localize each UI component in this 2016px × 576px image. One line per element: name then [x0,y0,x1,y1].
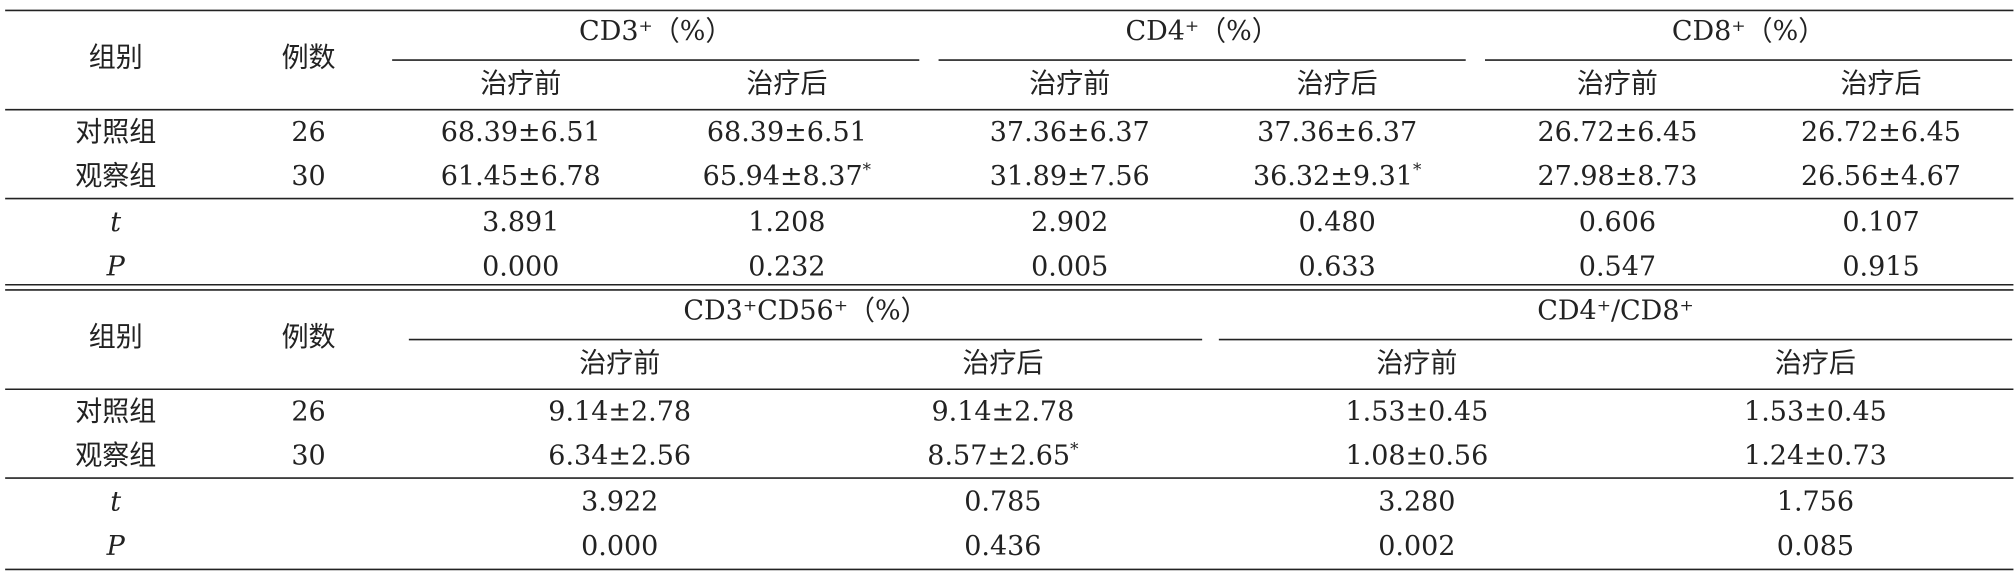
cell: 37.36±6.37 [1257,117,1417,148]
cell: 3.922 [581,486,658,517]
cell: 0.107 [1842,207,1919,238]
cell: 2.902 [1031,207,1108,238]
row-label: 对照组 [75,117,156,148]
cell: 1.756 [1777,486,1854,517]
cell: 0.547 [1579,251,1656,282]
cell: 3.891 [482,207,559,238]
cell: 0.480 [1299,207,1376,238]
cell: 8.57±2.65* [927,438,1079,472]
cell: 31.89±7.56 [990,161,1150,192]
cell: 0.606 [1579,207,1656,238]
row-label: 对照组 [75,396,156,427]
cell: 30 [291,161,325,192]
header-cell: 治疗前 [579,348,660,379]
cell: 68.39±6.51 [441,117,601,148]
cell: 65.94±8.37* [703,158,872,192]
header-cell: CD4⁺（%） [1125,16,1278,47]
cell: 0.000 [581,531,658,562]
header-cell: 治疗后 [746,68,827,99]
row-label: 观察组 [75,161,156,192]
row-label: P [106,251,126,282]
header-cell: 治疗后 [1841,68,1922,99]
header-cell: 治疗后 [962,348,1043,379]
cell: 0.915 [1842,251,1919,282]
header-cell: CD4⁺/CD8⁺ [1537,296,1694,327]
cell: 9.14±2.78 [931,396,1074,427]
header-cell: CD3⁺（%） [579,16,732,47]
cell: 36.32±9.31* [1253,158,1422,192]
cell: 26 [291,117,325,148]
cell: 1.08±0.56 [1345,441,1488,472]
header-cell: 治疗前 [480,68,561,99]
header-cell: 治疗后 [1775,348,1856,379]
header-cell: 治疗前 [1029,68,1110,99]
cell: 0.000 [482,251,559,282]
cell: 1.53±0.45 [1744,396,1887,427]
row-label: t [110,207,121,238]
cell: 0.633 [1299,251,1376,282]
cell: 6.34±2.56 [548,441,691,472]
header-cell: 治疗前 [1577,68,1658,99]
header-cell: 组别 [89,322,143,353]
cell: 37.36±6.37 [990,117,1150,148]
cell: 1.53±0.45 [1345,396,1488,427]
header-cell: 组别 [89,42,143,73]
cell: 1.24±0.73 [1744,441,1887,472]
cell: 0.785 [964,486,1041,517]
cell: 0.085 [1777,531,1854,562]
header-cell: 治疗前 [1376,348,1457,379]
row-label: t [110,486,121,517]
cell: 3.280 [1378,486,1455,517]
cell: 1.208 [748,207,825,238]
header-cell: 例数 [282,322,336,353]
cell: 0.232 [748,251,825,282]
row-label: 观察组 [75,441,156,472]
cell: 26.72±6.45 [1801,117,1961,148]
header-cell: 例数 [282,42,336,73]
cell: 9.14±2.78 [548,396,691,427]
cell: 30 [291,441,325,472]
header-cell: CD3⁺CD56⁺（%） [683,296,927,327]
header-cell: 治疗后 [1297,68,1378,99]
cell: 0.436 [964,531,1041,562]
cell: 61.45±6.78 [441,161,601,192]
cell: 0.002 [1378,531,1455,562]
header-cell: CD8⁺（%） [1672,16,1825,47]
row-label: P [106,531,126,562]
cell: 68.39±6.51 [707,117,867,148]
cell: 27.98±8.73 [1537,161,1697,192]
cell: 0.005 [1031,251,1108,282]
cell: 26.56±4.67 [1801,161,1961,192]
cell: 26.72±6.45 [1537,117,1697,148]
cell: 26 [291,396,325,427]
